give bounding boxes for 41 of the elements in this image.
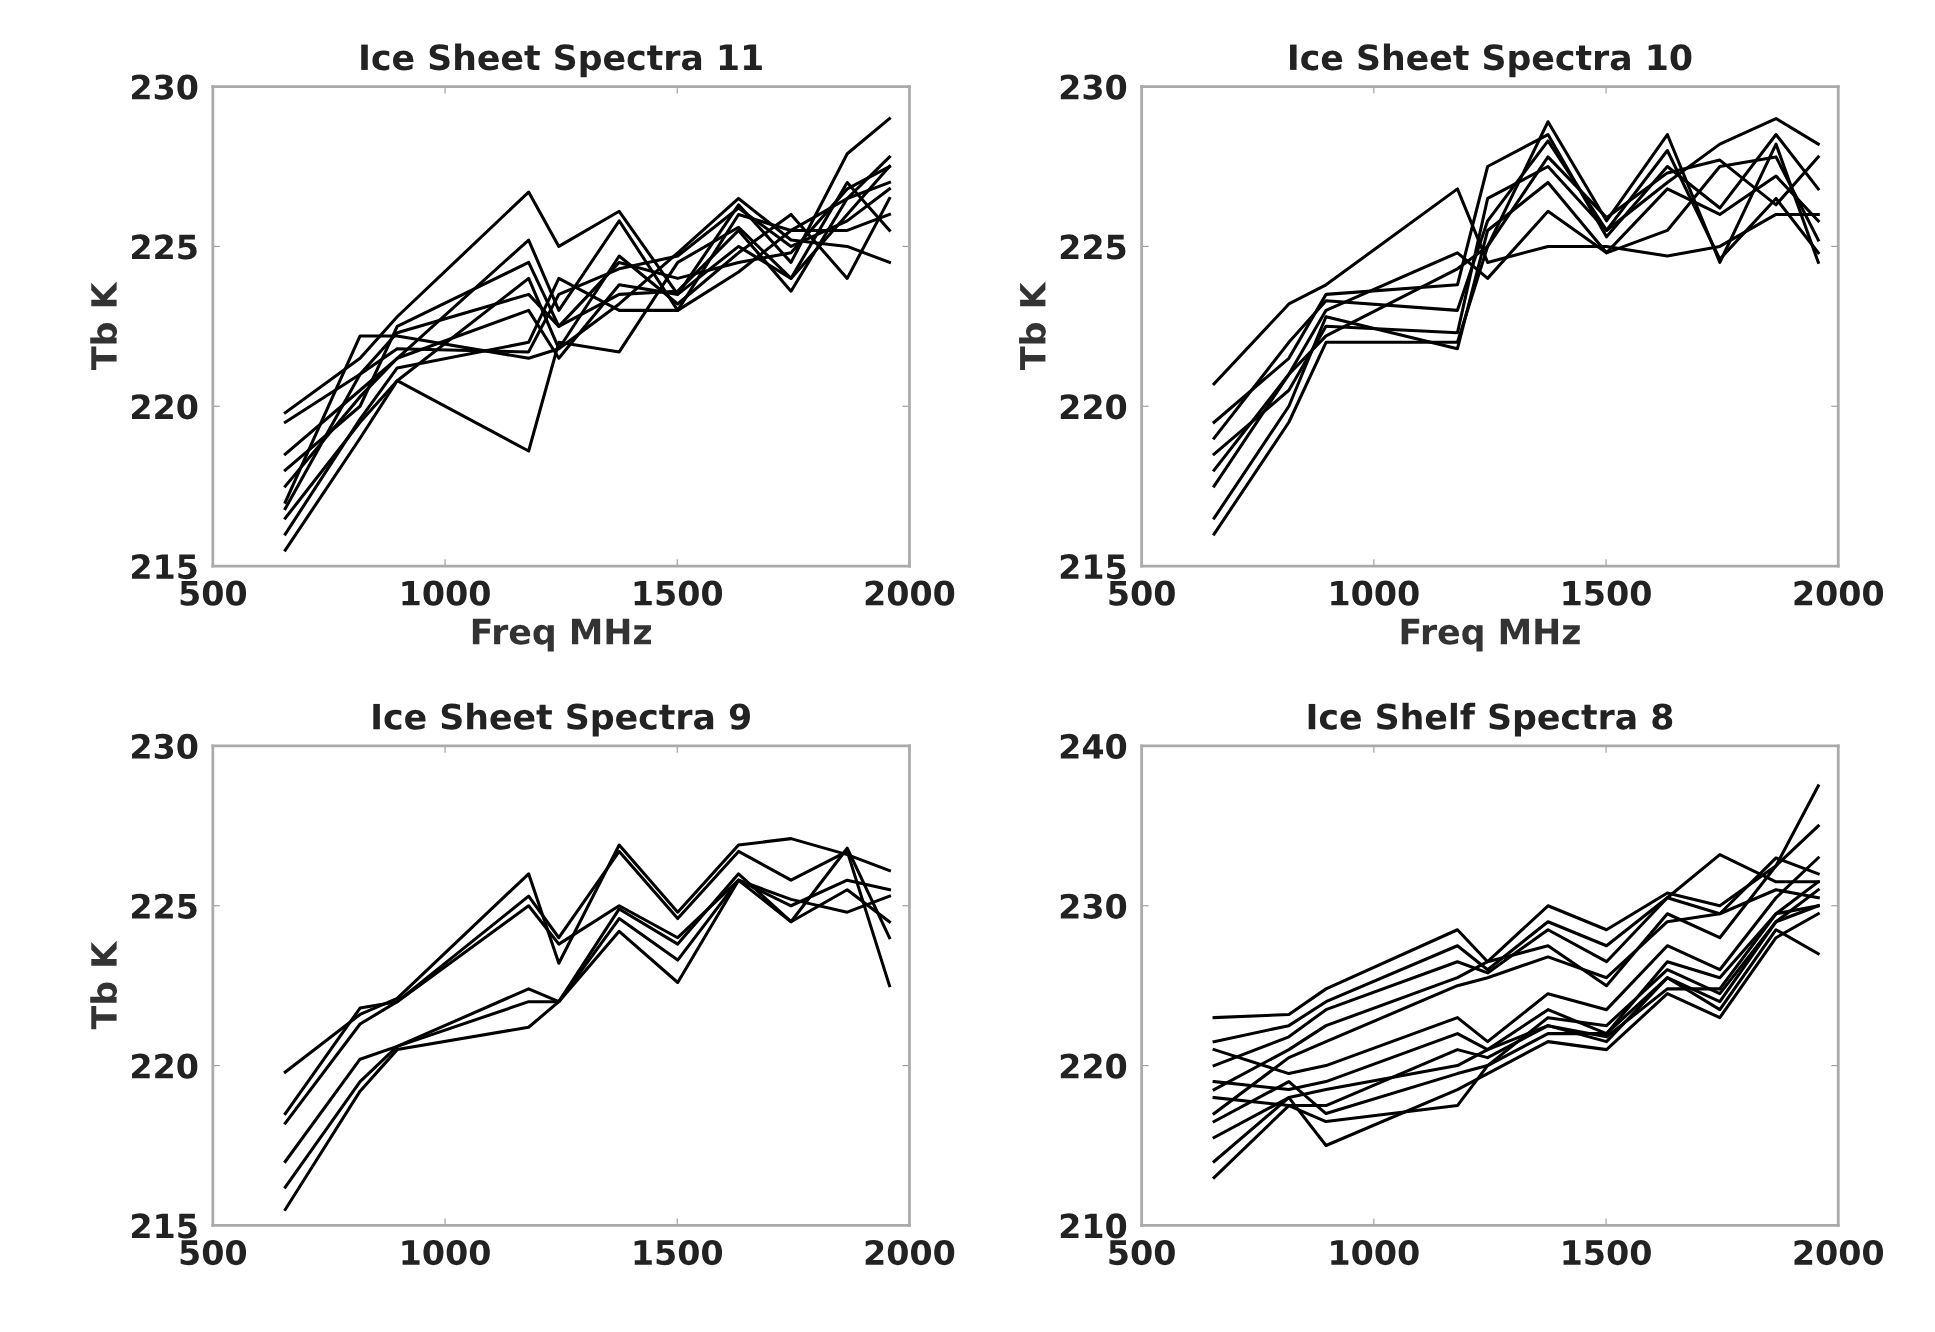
y-tick-label: 220 — [132, 1053, 198, 1079]
x-axis-title: Freq MHz — [1401, 618, 1580, 652]
y-tick-label: 210 — [1060, 1213, 1127, 1239]
x-tick-label: 1000 — [402, 1239, 490, 1266]
x-tick-label: 1500 — [634, 1239, 723, 1266]
x-tick-label: 2000 — [1794, 1239, 1884, 1266]
y-tick-label: 225 — [132, 893, 197, 919]
x-tick-label: 1500 — [634, 580, 723, 606]
y-axis-title: Tb K — [1019, 281, 1046, 370]
y-axis-title: Tb K — [90, 281, 118, 370]
x-tick-label: 2000 — [1794, 580, 1884, 606]
x-tick-label: 500 — [180, 1239, 247, 1266]
x-tick-label: 1000 — [1331, 1239, 1419, 1266]
y-tick-label: 225 — [1060, 234, 1126, 260]
y-tick-label: 215 — [132, 554, 197, 580]
y-tick-label: 215 — [1060, 554, 1126, 580]
x-tick-label: 2000 — [865, 580, 955, 606]
chart-title: Ice Sheet Spectra 10 — [1290, 43, 1692, 78]
y-tick-label: 230 — [132, 733, 198, 760]
y-tick-label: 240 — [1060, 733, 1127, 760]
x-tick-label: 500 — [1109, 580, 1175, 606]
y-tick-label: 225 — [132, 234, 197, 260]
y-tick-label: 230 — [132, 74, 198, 100]
x-tick-label: 500 — [1109, 1239, 1175, 1266]
y-tick-label: 220 — [1060, 1053, 1127, 1079]
x-tick-label: 1500 — [1563, 580, 1651, 606]
x-tick-label: 1000 — [402, 580, 490, 606]
x-tick-label: 500 — [180, 580, 247, 606]
y-tick-label: 230 — [1060, 893, 1127, 919]
x-axis-title: Freq MHz — [472, 618, 651, 652]
chart-title: Ice Shelf Spectra 8 — [1308, 702, 1673, 737]
y-tick-label: 230 — [1060, 74, 1127, 100]
y-axis-title: Tb K — [90, 940, 118, 1030]
x-tick-label: 1500 — [1563, 1239, 1651, 1266]
chart-title: Ice Sheet Spectra 11 — [361, 43, 762, 78]
y-tick-label: 215 — [132, 1213, 197, 1239]
y-tick-label: 220 — [1060, 394, 1127, 420]
y-tick-label: 220 — [132, 394, 198, 420]
x-tick-label: 2000 — [865, 1239, 955, 1266]
x-tick-label: 1000 — [1331, 580, 1419, 606]
chart-title: Ice Sheet Spectra 9 — [373, 702, 750, 737]
